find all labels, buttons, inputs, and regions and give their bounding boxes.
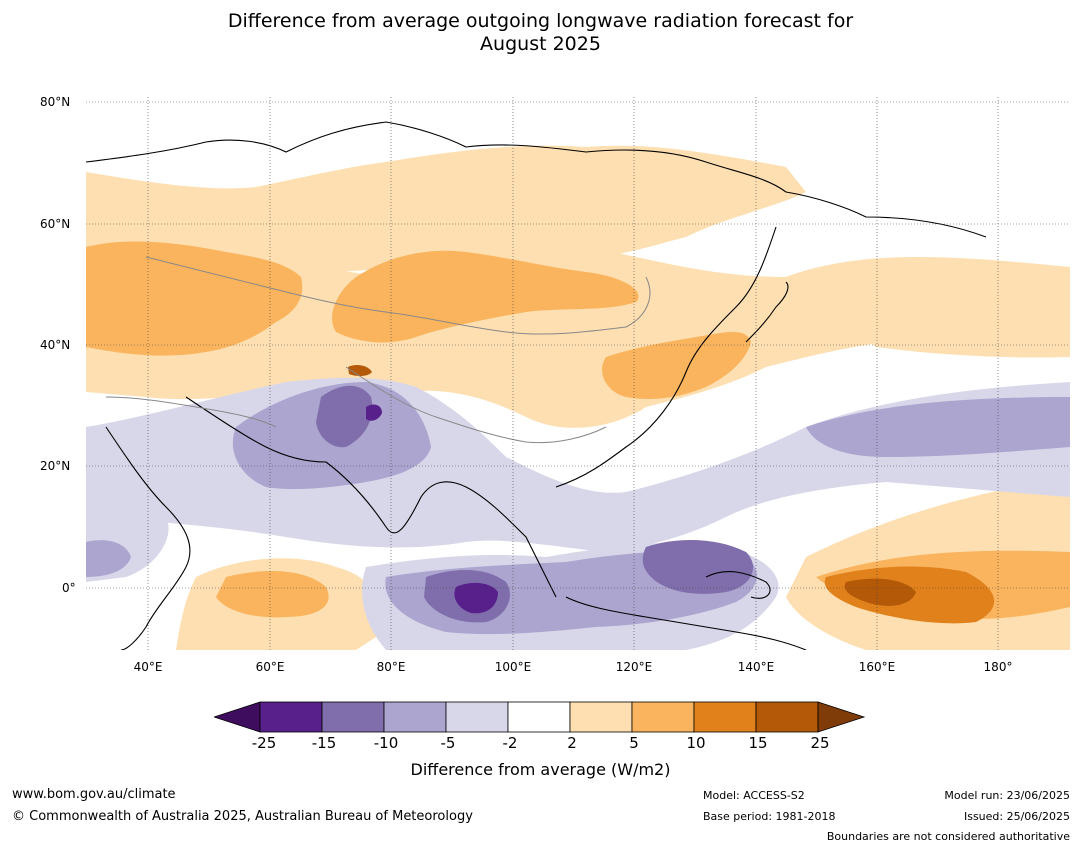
lon-label-60e: 60°E [255,660,285,674]
anomaly-region-orange-central [332,250,639,343]
lat-label-80n: 80°N [40,95,71,109]
colorbar-tick-label: 15 [748,734,768,752]
colorbar-title: Difference from average (W/m2) [410,760,671,779]
colorbar-segment [321,701,385,733]
border-middle-east [105,396,277,428]
anomaly-region-purple-africa [86,540,131,577]
colorbar-tick-label: 25 [810,734,830,752]
anomaly-region-dark-purple-india [316,385,373,448]
lat-label-60n: 60°N [40,217,71,231]
coastline-south-asia [185,396,557,598]
anomaly-region-dark-purple-indonesia [642,540,754,594]
model-run-date: Model run: 23/06/2025 [944,789,1070,802]
coastlines [86,121,987,650]
coastline-africa-arabia [105,426,191,650]
colorbar-segment [693,701,757,733]
lon-label-180: 180° [983,660,1013,674]
anomaly-region-orange-west [86,241,303,356]
colorbar-tick-label: 5 [629,734,639,752]
anomaly-region-orange-arabia [216,571,329,618]
colorbar-segment [631,701,695,733]
coastline-arctic [86,121,987,238]
lon-label-140e: 140°E [737,660,775,674]
colorbar-segment [755,701,819,733]
colorbar-segment [383,701,447,733]
colorbar-tick-label: -2 [502,734,518,752]
colorbar-tick-label: 10 [686,734,706,752]
anomaly-region-light-orange-east [786,257,1070,358]
lon-label-40e: 40°E [133,660,163,674]
model-name: Model: ACCESS-S2 [703,789,805,802]
title-line-1: Difference from average outgoing longwav… [227,10,854,32]
issued-date: Issued: 25/06/2025 [963,810,1070,823]
graticule [86,97,1070,650]
colorbar-segment [507,701,571,733]
colorbar-tick-label: -10 [373,734,399,752]
political-boundaries [105,256,651,444]
anomaly-region-orange-china [602,332,751,399]
boundaries-disclaimer: Boundaries are not considered authoritat… [826,830,1070,843]
colorbar-segment [569,701,633,733]
coastline-east-asia [555,226,777,488]
map-title: Difference from average outgoing longwav… [0,10,1081,56]
lon-label-100e: 100°E [494,660,532,674]
border-china-south [345,366,607,444]
anomaly-region-brown-pacific [844,578,916,606]
lat-label-20n: 20°N [40,459,71,473]
anomaly-region-brown-himalaya [348,364,372,377]
colorbar-segments [214,701,866,733]
olr-anomaly-map [86,97,1070,650]
map-fills [86,145,1070,650]
base-period: Base period: 1981-2018 [703,810,836,823]
colorbar-tick-label: 2 [567,734,577,752]
colorbar-tick-label: -15 [311,734,337,752]
colorbar-segment [445,701,509,733]
lat-label-40n: 40°N [40,338,71,352]
lon-label-80e: 80°E [376,660,406,674]
coastline-indonesia [565,596,807,650]
anomaly-region-light-orange-north [86,145,806,272]
border-central-asia [145,256,651,335]
colorbar-tick-label: -5 [440,734,456,752]
title-line-2: August 2025 [480,33,601,55]
anomaly-region-deep-purple-india [366,404,382,421]
anomaly-region-purple-pacific [806,397,1070,457]
copyright-notice: © Commonwealth of Australia 2025, Austra… [12,809,473,824]
colorbar-extend-high [817,701,866,733]
lon-label-160e: 160°E [858,660,896,674]
colorbar [214,701,866,733]
website-link[interactable]: www.bom.gov.au/climate [12,787,176,802]
coastline-japan [745,281,789,343]
lat-label-0: 0° [62,581,76,595]
colorbar-tick-label: -25 [251,734,277,752]
coastline-new-guinea [705,571,771,599]
colorbar-extend-low [214,701,261,733]
colorbar-segment [259,701,323,733]
lon-label-120e: 120°E [615,660,653,674]
anomaly-region-deep-purple-indian-ocean [454,582,498,614]
